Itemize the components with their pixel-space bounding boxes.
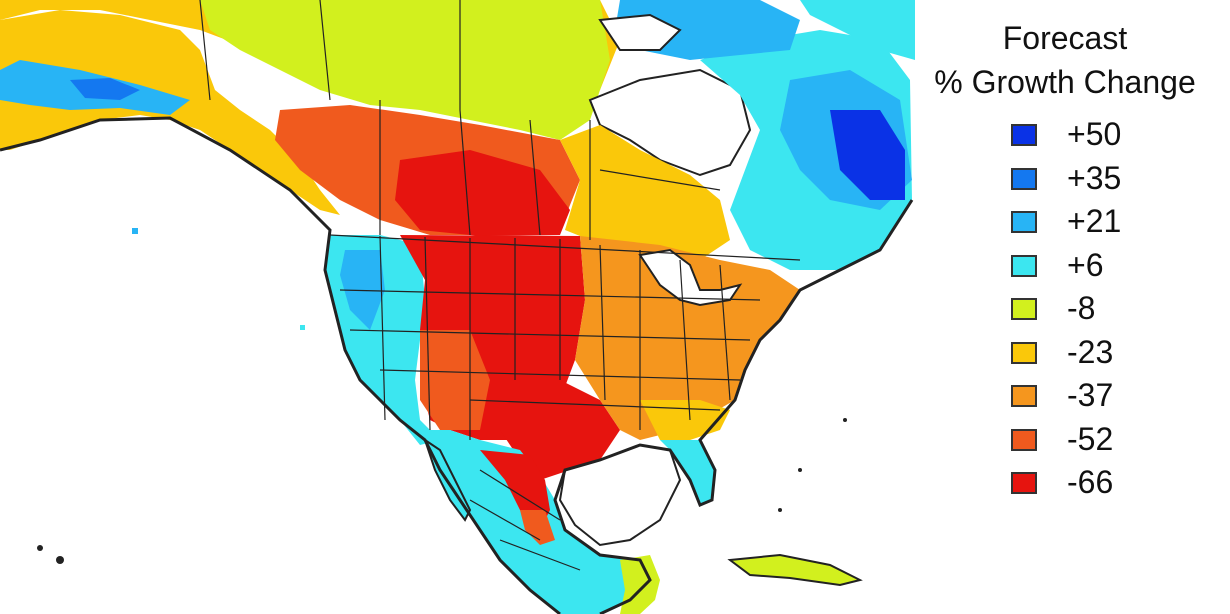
legend-label: +6 xyxy=(1067,246,1104,283)
region-florida xyxy=(660,440,715,505)
legend-label: -23 xyxy=(1067,333,1114,370)
great-lakes xyxy=(638,248,743,307)
legend-swatch xyxy=(1011,167,1037,190)
legend-label: +50 xyxy=(1067,116,1122,152)
legend-swatch xyxy=(1011,298,1037,320)
legend-item: -52 xyxy=(1011,421,1211,463)
legend-title-line1: Forecast xyxy=(1002,20,1128,56)
legend-item: +35 xyxy=(1011,160,1211,202)
legend-title: Forecast % Growth Change xyxy=(915,16,1215,104)
region-labrador-coolest xyxy=(830,110,905,200)
legend-swatch xyxy=(1011,211,1037,233)
legend-swatch xyxy=(1011,385,1037,407)
legend-item: -66 xyxy=(1011,464,1211,506)
legend-label: +21 xyxy=(1067,203,1122,239)
legend-item: +21 xyxy=(1011,203,1211,245)
region-us-southwest-orange xyxy=(420,330,490,430)
region-mexico-orange xyxy=(520,510,555,545)
legend-item: +6 xyxy=(1011,247,1211,289)
legend-swatch xyxy=(1011,254,1037,277)
legend-label: -66 xyxy=(1067,464,1114,500)
north-america-map-graphic xyxy=(0,0,915,614)
legend-label: -8 xyxy=(1067,290,1096,326)
legend-item: -8 xyxy=(1011,290,1211,332)
legend-item: +50 xyxy=(1011,116,1211,158)
legend-title-line2: % Growth Change xyxy=(934,64,1196,100)
coastline-outline xyxy=(0,116,914,614)
region-north-white xyxy=(598,13,682,51)
legend-item: -23 xyxy=(1011,334,1211,376)
forecast-map xyxy=(0,0,915,614)
island-specks xyxy=(37,228,847,564)
legend-swatch xyxy=(1011,341,1037,364)
region-alaska-coolest xyxy=(70,78,140,100)
legend: Forecast % Growth Change +50 +35 +21 +6 -8 -2… xyxy=(915,0,1230,614)
region-prairies-hot xyxy=(395,150,570,236)
caribbean-islands xyxy=(727,553,863,587)
political-borders xyxy=(199,0,801,571)
greenland-edge xyxy=(800,0,915,60)
legend-label: -37 xyxy=(1067,377,1114,413)
region-northwest-canada xyxy=(200,0,610,140)
legend-swatch xyxy=(1011,472,1037,494)
region-central-canada xyxy=(560,125,730,260)
legend-label: -52 xyxy=(1067,420,1114,457)
legend-swatch xyxy=(1011,428,1037,451)
legend-swatch xyxy=(1011,124,1037,146)
legend-item: -37 xyxy=(1011,377,1211,419)
legend-label: +35 xyxy=(1067,159,1122,196)
hudson-bay xyxy=(588,68,752,177)
